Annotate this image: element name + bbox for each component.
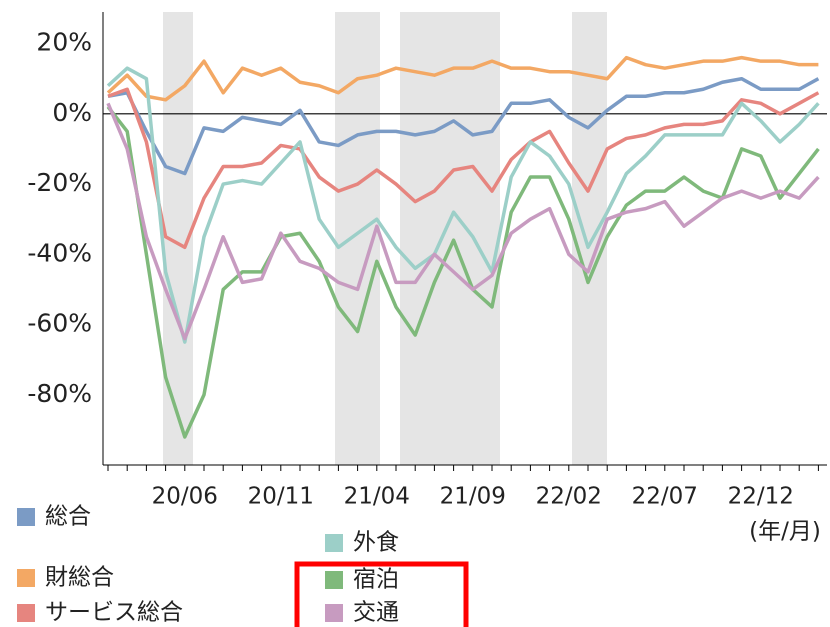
- x-axis-label: (年/月): [749, 519, 821, 545]
- series-line: [106, 66, 820, 344]
- legend-label: 総合: [45, 504, 91, 530]
- highlight-box: [294, 561, 469, 627]
- legend-label: 外食: [353, 530, 399, 556]
- x-tick-label: 22/02: [536, 484, 602, 510]
- legend-swatch: [325, 571, 343, 589]
- series-line: [107, 76, 820, 176]
- legend-swatch: [17, 508, 35, 526]
- x-tick-label: 21/04: [344, 484, 410, 510]
- legend-label: サービス総合: [45, 600, 183, 626]
- y-tick-label: -80%: [27, 379, 92, 408]
- legend-label: 宿泊: [353, 567, 399, 593]
- shaded-period: [400, 12, 500, 465]
- series-line: [106, 55, 819, 102]
- series-line: [107, 87, 820, 250]
- legend-swatch: [325, 534, 343, 552]
- legend-swatch: [325, 604, 343, 622]
- y-tick-label: -20%: [27, 168, 92, 197]
- y-tick-label: -40%: [27, 238, 92, 267]
- shaded-periods: [163, 12, 607, 465]
- series-line: [106, 102, 820, 341]
- x-tick-label: 21/09: [440, 484, 506, 510]
- legend-label: 交通: [353, 600, 399, 626]
- legend-label: 財総合: [45, 565, 114, 591]
- y-tick-label: 20%: [36, 28, 92, 57]
- x-tick-label: 20/06: [152, 484, 218, 510]
- x-tick-label: 20/11: [248, 484, 314, 510]
- legend-swatch: [17, 604, 35, 622]
- x-tick-label: 22/12: [728, 484, 794, 510]
- x-tick-label: 22/07: [632, 484, 698, 510]
- legend-swatch: [17, 569, 35, 587]
- series-line: [106, 105, 820, 439]
- y-tick-label: -60%: [27, 309, 92, 338]
- y-tick-label: 0%: [52, 98, 92, 127]
